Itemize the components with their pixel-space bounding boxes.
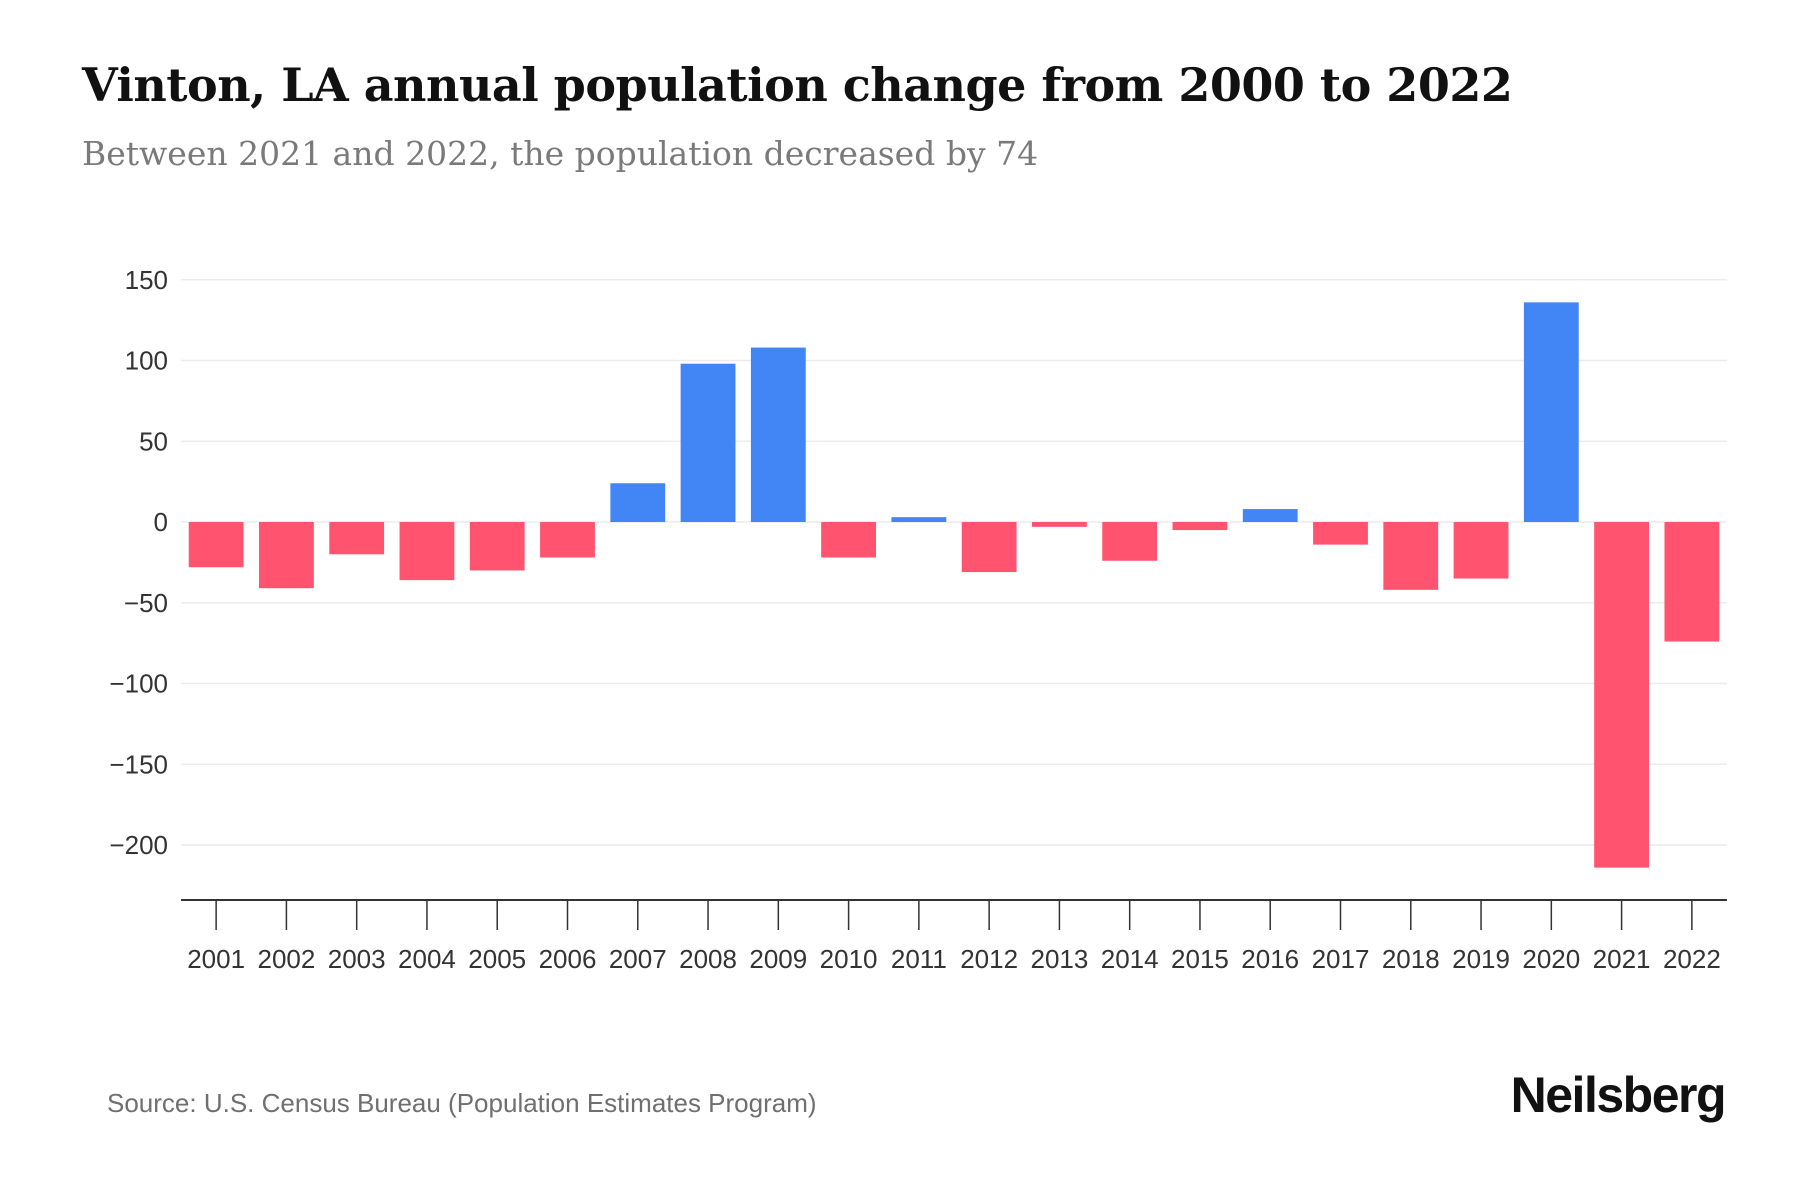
x-tick-label: 2014 xyxy=(1101,944,1159,974)
x-tick-label: 2016 xyxy=(1241,944,1299,974)
x-tick-label: 2017 xyxy=(1312,944,1370,974)
x-tick-label: 2011 xyxy=(891,944,947,974)
x-tick-label: 2019 xyxy=(1452,944,1510,974)
x-tick-label: 2018 xyxy=(1382,944,1440,974)
x-tick-label: 2001 xyxy=(187,944,245,974)
x-tick-label: 2012 xyxy=(960,944,1018,974)
bar-2017 xyxy=(1313,522,1368,545)
bar-2008 xyxy=(680,363,736,522)
x-tick-label: 2004 xyxy=(398,944,456,974)
y-tick-label: 100 xyxy=(125,346,168,376)
bar-2014 xyxy=(1102,522,1158,561)
x-tick-label: 2013 xyxy=(1030,944,1088,974)
y-tick-label: −50 xyxy=(124,588,168,618)
source-note: Source: U.S. Census Bureau (Population E… xyxy=(107,1088,817,1118)
neilsberg-logo: Neilsberg xyxy=(1510,1067,1727,1123)
bar-2010 xyxy=(821,522,876,558)
bar-2002 xyxy=(259,522,314,589)
bar-2004 xyxy=(399,522,455,581)
bar-2016 xyxy=(1242,509,1298,522)
y-axis-tick-labels: 150 100 50 0 −50 −100 −150 −200 xyxy=(109,265,168,860)
x-tick-label: 2020 xyxy=(1522,944,1580,974)
x-tick-label: 2022 xyxy=(1663,944,1721,974)
x-tick-label: 2008 xyxy=(679,944,737,974)
y-tick-label: 0 xyxy=(154,507,168,537)
bar-2011 xyxy=(891,517,947,522)
chart-title: Vinton, LA annual population change from… xyxy=(82,58,1513,112)
y-tick-label: 150 xyxy=(125,265,168,295)
y-tick-label: 50 xyxy=(139,426,168,456)
bar-2021 xyxy=(1594,522,1649,868)
bar-2013 xyxy=(1032,522,1087,527)
bar-2009 xyxy=(750,347,806,522)
x-tick-label: 2006 xyxy=(539,944,597,974)
x-tick-label: 2003 xyxy=(328,944,386,974)
y-tick-label: −200 xyxy=(109,830,168,860)
bar-2019 xyxy=(1453,522,1509,579)
bar-2001 xyxy=(188,522,244,568)
bar-2018 xyxy=(1383,522,1439,590)
chart-subtitle: Between 2021 and 2022, the population de… xyxy=(82,134,1039,173)
x-tick-label: 2015 xyxy=(1171,944,1229,974)
bar-2003 xyxy=(329,522,385,555)
bars xyxy=(188,302,1720,868)
x-tick-label: 2002 xyxy=(257,944,315,974)
x-tick-label: 2021 xyxy=(1593,944,1651,974)
bar-2007 xyxy=(610,483,666,522)
bar-2005 xyxy=(469,522,525,571)
bar-2020 xyxy=(1523,302,1579,522)
bar-2022 xyxy=(1664,522,1720,642)
x-axis: 2001 2002 2003 2004 2005 2006 2007 2008 2009 2010… xyxy=(181,899,1727,974)
bar-2006 xyxy=(540,522,595,558)
bar-2012 xyxy=(961,522,1017,573)
y-tick-label: −100 xyxy=(109,669,168,699)
x-tick-label: 2005 xyxy=(468,944,526,974)
x-tick-label: 2009 xyxy=(749,944,807,974)
y-tick-label: −150 xyxy=(109,749,168,779)
x-tick-label: 2007 xyxy=(609,944,667,974)
bar-2015 xyxy=(1172,522,1228,531)
x-tick-label: 2010 xyxy=(820,944,878,974)
